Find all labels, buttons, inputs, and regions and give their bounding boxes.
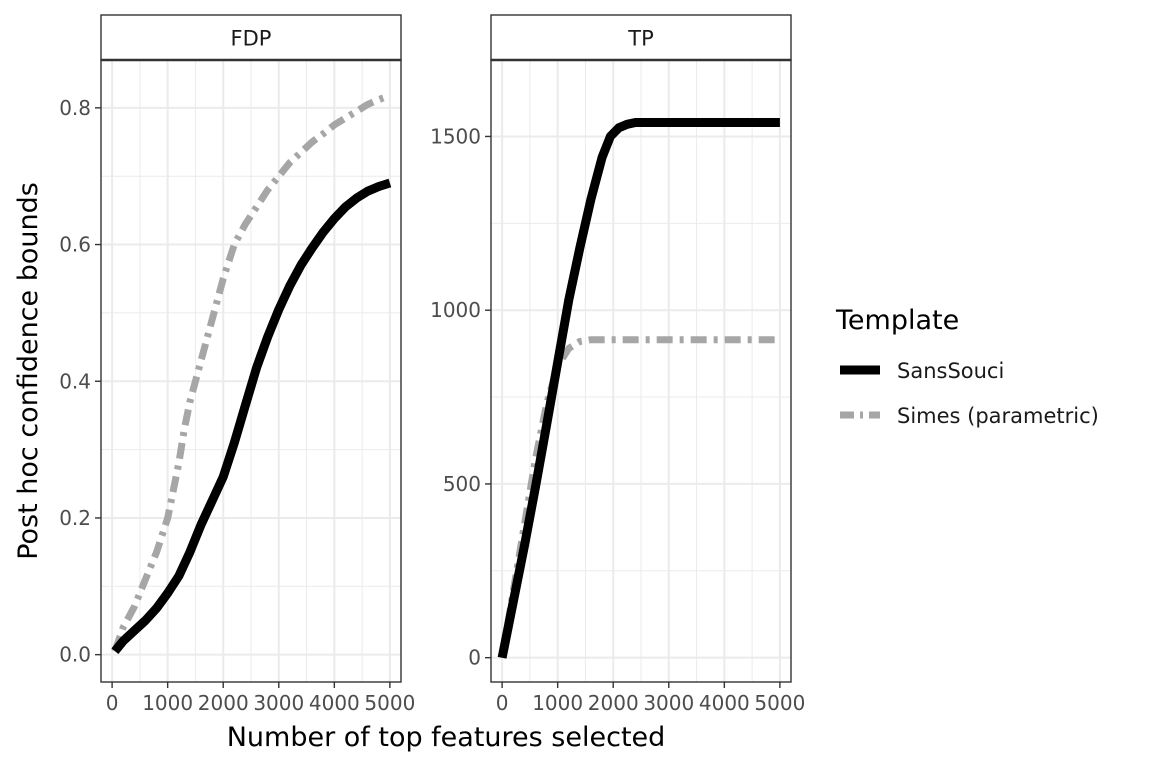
x-tick-label: 3000 bbox=[253, 691, 304, 715]
series-line-simes-parametric bbox=[111, 92, 392, 653]
y-tick-label: 0.6 bbox=[59, 233, 91, 257]
y-axis-title: Post hoc confidence bounds bbox=[13, 182, 44, 560]
x-axis-title: Number of top features selected bbox=[227, 722, 666, 753]
x-tick-label: 5000 bbox=[754, 691, 805, 715]
x-tick-label: 0 bbox=[106, 691, 119, 715]
legend-label-simes: Simes (parametric) bbox=[897, 404, 1099, 428]
x-tick-label: 1000 bbox=[532, 691, 583, 715]
series-line-sanssouci bbox=[497, 118, 780, 659]
facet-strip bbox=[490, 14, 792, 61]
x-tick-label: 0 bbox=[496, 691, 509, 715]
facet-strip-label: TP bbox=[627, 27, 654, 51]
x-tick-label: 3000 bbox=[643, 691, 694, 715]
y-tick-label: 0 bbox=[468, 646, 481, 670]
x-tick-label: 4000 bbox=[699, 691, 750, 715]
y-tick-label: 0.0 bbox=[59, 643, 91, 667]
x-tick-label: 4000 bbox=[309, 691, 360, 715]
x-tick-label: 5000 bbox=[364, 691, 415, 715]
y-tick-label: 1000 bbox=[430, 298, 481, 322]
series-line-simes-parametric bbox=[498, 336, 780, 659]
legend-label-sanssouci: SansSouci bbox=[897, 359, 1004, 383]
y-tick-label: 1500 bbox=[430, 124, 481, 148]
y-tick-label: 500 bbox=[443, 472, 481, 496]
x-tick-label: 2000 bbox=[588, 691, 639, 715]
x-tick-label: 2000 bbox=[198, 691, 249, 715]
y-tick-label: 0.2 bbox=[59, 506, 91, 530]
y-tick-label: 0.8 bbox=[59, 96, 91, 120]
series-line-sanssouci bbox=[111, 178, 392, 655]
facet-strip-label: FDP bbox=[231, 27, 272, 51]
x-tick-label: 1000 bbox=[142, 691, 193, 715]
y-tick-label: 0.4 bbox=[59, 369, 91, 393]
legend-title: Template bbox=[835, 305, 959, 336]
